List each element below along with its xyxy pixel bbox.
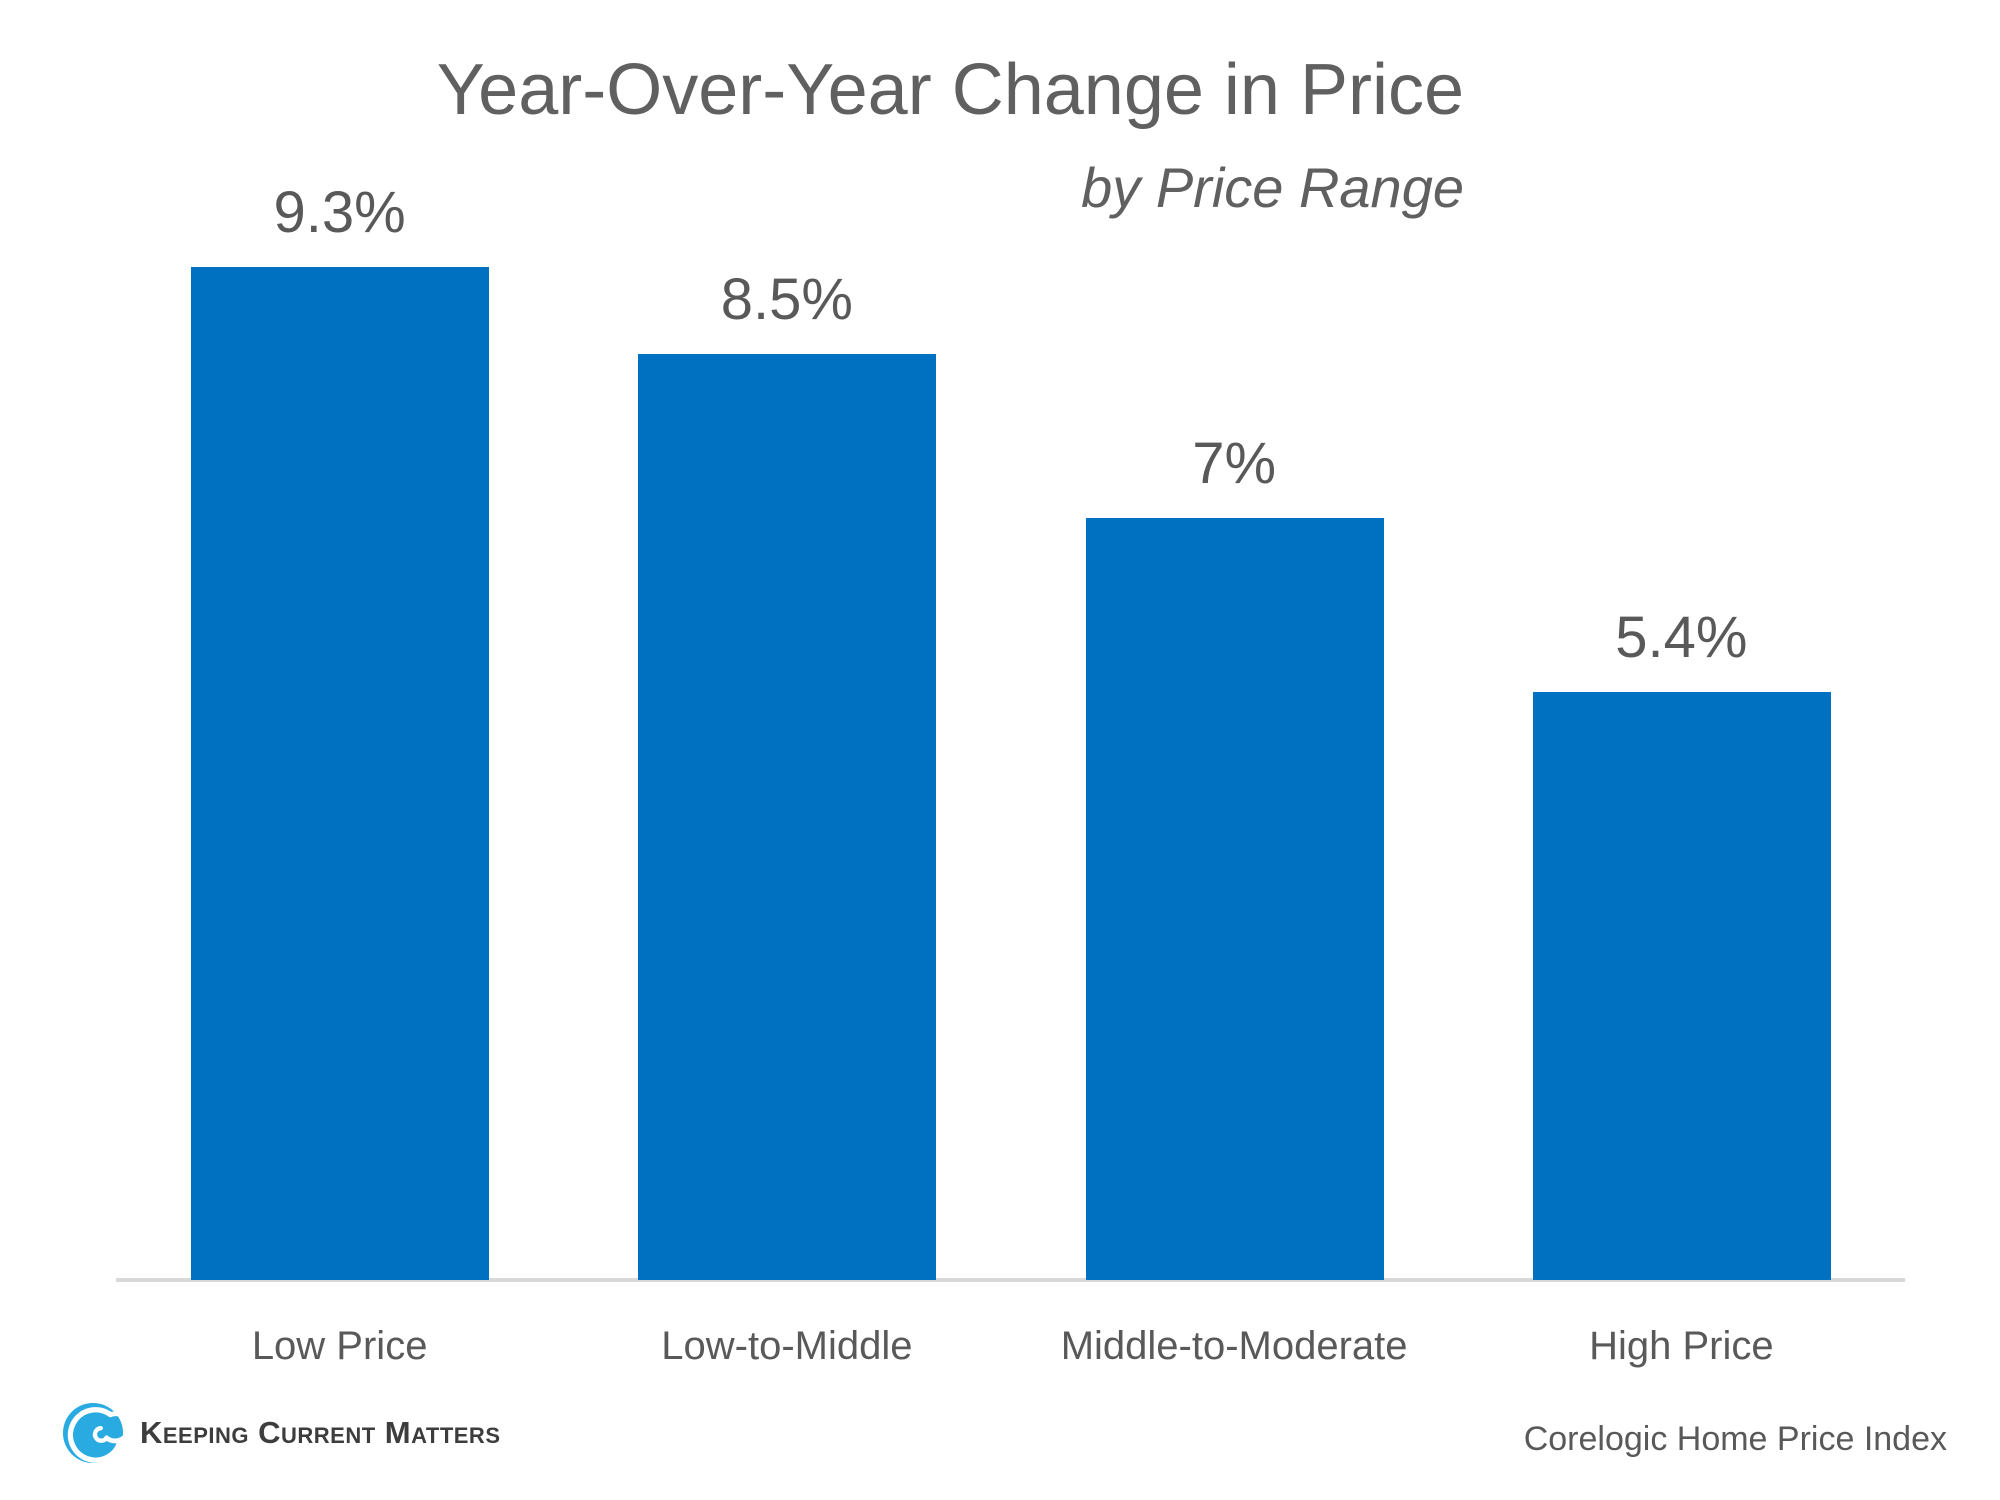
chart-subtitle: by Price Range bbox=[1081, 155, 1464, 219]
bar-value-label: 9.3% bbox=[273, 180, 406, 245]
bar-group: 9.3% Low Price bbox=[116, 0, 563, 1368]
bar bbox=[191, 267, 489, 1280]
x-axis-category-label: Low-to-Middle bbox=[661, 1324, 913, 1368]
bar-value-label: 8.5% bbox=[720, 267, 853, 332]
brand-name: Keeping Current Matters bbox=[140, 1415, 501, 1450]
bar bbox=[1532, 692, 1831, 1280]
bar-chart: 9.3% Low Price 8.5% Low-to-Middle 7% Middle-t… bbox=[116, 0, 1905, 1369]
chart-title: Year-Over-Year Change in Price bbox=[436, 50, 1464, 130]
x-axis-category-label: Low Price bbox=[251, 1324, 428, 1368]
x-axis-category-label: High Price bbox=[1589, 1324, 1774, 1368]
chart-header: Year-Over-Year Change in Price by Price … bbox=[437, 50, 1464, 218]
bar-value-label: 5.4% bbox=[1615, 605, 1748, 670]
x-axis-category-label: Middle-to-Moderate bbox=[1060, 1324, 1408, 1368]
bar bbox=[638, 354, 937, 1280]
bar-group: 7% Middle-to-Moderate bbox=[1011, 0, 1458, 1369]
x-axis-line bbox=[116, 1278, 1905, 1282]
bar-group: 5.4% High Price bbox=[1458, 0, 1905, 1368]
bar-value-label: 7% bbox=[1192, 431, 1277, 496]
bar-group: 8.5% Low-to-Middle bbox=[563, 0, 1010, 1368]
kcm-swirl-icon bbox=[62, 1402, 124, 1464]
source-credit: Corelogic Home Price Index bbox=[1523, 1420, 1947, 1458]
brand-logo: Keeping Current Matters bbox=[62, 1402, 501, 1464]
bar bbox=[1085, 518, 1384, 1280]
